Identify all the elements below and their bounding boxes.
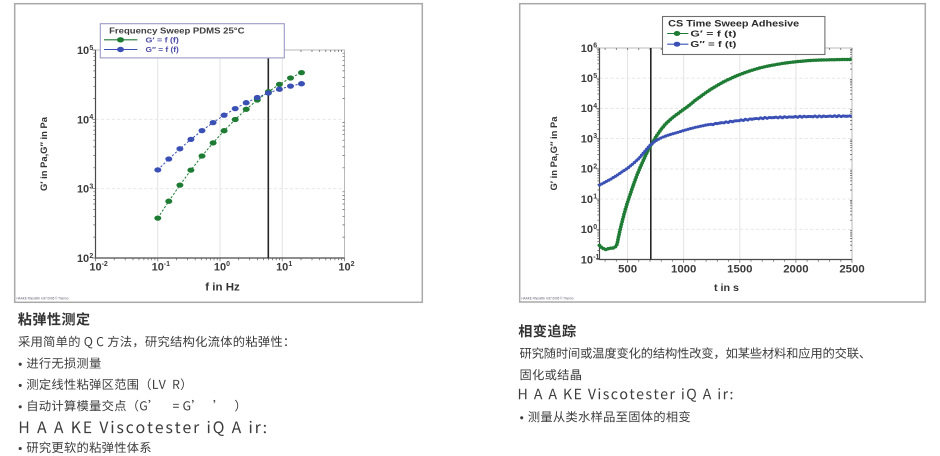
- svg-text:CS Time Sweep Adhesive: CS Time Sweep Adhesive: [668, 17, 799, 28]
- svg-text:10: 10: [338, 261, 350, 273]
- svg-text:10: 10: [581, 254, 593, 266]
- svg-text:G′ in Pa,G″ in Pa: G′ in Pa,G″ in Pa: [38, 116, 49, 191]
- svg-text:2: 2: [89, 253, 93, 260]
- svg-text:10: 10: [581, 133, 593, 145]
- svg-text:HAAKE RheoWin 4.87.0005 © Ther: HAAKE RheoWin 4.87.0005 © Thermo: [522, 297, 574, 301]
- svg-text:4: 4: [593, 103, 597, 110]
- svg-text:t in s: t in s: [714, 283, 739, 294]
- svg-text:5: 5: [593, 73, 597, 80]
- svg-text:10: 10: [77, 253, 89, 265]
- svg-text:0: 0: [226, 261, 230, 268]
- svg-text:1: 1: [593, 194, 597, 201]
- svg-text:10: 10: [214, 261, 226, 273]
- svg-text:G″ = f (f): G″ = f (f): [146, 45, 180, 54]
- svg-text:2500: 2500: [839, 263, 864, 275]
- svg-text:10: 10: [581, 224, 593, 236]
- svg-text:10: 10: [581, 103, 593, 115]
- svg-text:f in Hz: f in Hz: [205, 282, 240, 294]
- svg-text:1000: 1000: [671, 263, 696, 275]
- svg-text:10: 10: [581, 194, 593, 206]
- svg-text:Frequency Sweep PDMS 25°C: Frequency Sweep PDMS 25°C: [109, 25, 244, 35]
- svg-text:10: 10: [581, 43, 593, 55]
- svg-text:10: 10: [77, 184, 89, 196]
- svg-text:-2: -2: [102, 261, 108, 268]
- svg-text:10: 10: [581, 164, 593, 176]
- svg-text:G″ = f (t): G″ = f (t): [690, 39, 736, 49]
- svg-text:10: 10: [152, 261, 164, 273]
- svg-text:3: 3: [593, 133, 597, 140]
- svg-text:G′ in Pa,G″ in Pa: G′ in Pa,G″ in Pa: [548, 116, 559, 191]
- svg-text:-1: -1: [164, 261, 170, 268]
- svg-text:10: 10: [77, 114, 89, 126]
- svg-text:2000: 2000: [783, 263, 808, 275]
- svg-text:1: 1: [288, 261, 292, 268]
- svg-text:6: 6: [593, 43, 597, 50]
- svg-text:4: 4: [89, 114, 93, 121]
- svg-text:5: 5: [89, 45, 93, 52]
- svg-text:10: 10: [89, 261, 101, 273]
- svg-text:10: 10: [581, 73, 593, 85]
- svg-text:2: 2: [351, 261, 355, 268]
- svg-text:HAAKE RheoWin 4.87.0005 © Ther: HAAKE RheoWin 4.87.0005 © Thermo: [17, 297, 69, 301]
- svg-text:10: 10: [276, 261, 288, 273]
- svg-text:0: 0: [593, 224, 597, 231]
- svg-text:500: 500: [618, 263, 637, 275]
- svg-text:10: 10: [77, 45, 89, 57]
- svg-text:3: 3: [89, 184, 93, 191]
- svg-text:1500: 1500: [727, 263, 752, 275]
- svg-text:-1: -1: [593, 254, 599, 261]
- svg-text:G′ = f (t): G′ = f (t): [690, 28, 736, 38]
- svg-text:2: 2: [593, 164, 597, 171]
- svg-text:G′ = f (f): G′ = f (f): [146, 35, 180, 44]
